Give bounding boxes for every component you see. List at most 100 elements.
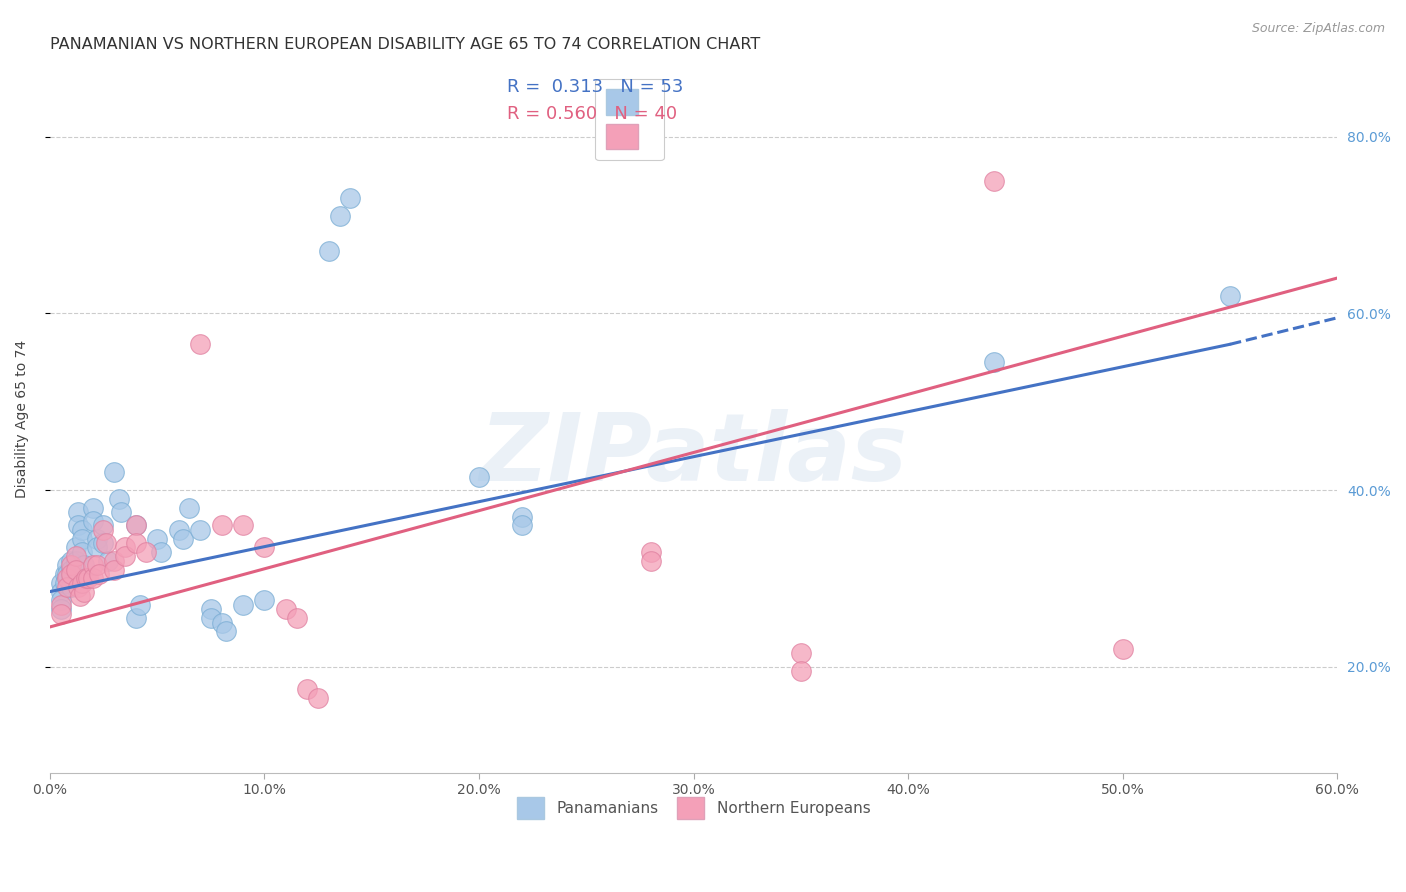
Point: [60, 571, 83, 585]
Point: [510, 518, 533, 533]
Point: [124, 518, 146, 533]
Point: [640, 554, 662, 568]
Point: [640, 545, 662, 559]
Point: [82, 514, 104, 528]
Point: [983, 174, 1005, 188]
Point: [93, 536, 115, 550]
Point: [69, 589, 91, 603]
Point: [70, 545, 93, 559]
Point: [983, 355, 1005, 369]
Point: [179, 500, 201, 515]
Point: [60, 580, 83, 594]
Point: [77, 571, 100, 585]
Point: [56, 558, 79, 573]
Point: [70, 523, 93, 537]
Text: R =  0.313   N = 53: R = 0.313 N = 53: [508, 78, 683, 96]
Point: [49, 607, 72, 621]
Y-axis label: Disability Age 65 to 74: Disability Age 65 to 74: [15, 340, 30, 499]
Text: Source: ZipAtlas.com: Source: ZipAtlas.com: [1251, 22, 1385, 36]
Point: [93, 518, 115, 533]
Point: [211, 518, 233, 533]
Point: [103, 562, 125, 576]
Point: [232, 598, 254, 612]
Point: [297, 681, 319, 696]
Point: [53, 575, 76, 590]
Point: [510, 509, 533, 524]
Point: [135, 545, 157, 559]
Point: [73, 558, 96, 573]
Point: [56, 580, 79, 594]
Point: [65, 562, 87, 576]
Point: [188, 523, 211, 537]
Point: [124, 536, 146, 550]
Point: [114, 541, 136, 555]
Point: [107, 491, 129, 506]
Legend: Panamanians, Northern Europeans: Panamanians, Northern Europeans: [510, 791, 876, 825]
Point: [285, 611, 308, 625]
Point: [150, 545, 173, 559]
Point: [211, 615, 233, 630]
Point: [253, 541, 276, 555]
Point: [307, 690, 329, 705]
Point: [86, 541, 108, 555]
Point: [103, 554, 125, 568]
Text: R = 0.560   N = 40: R = 0.560 N = 40: [508, 105, 678, 123]
Point: [110, 505, 132, 519]
Text: ZIPatlas: ZIPatlas: [479, 409, 908, 500]
Point: [82, 571, 104, 585]
Point: [82, 558, 104, 573]
Point: [97, 554, 120, 568]
Point: [56, 571, 79, 585]
Text: PANAMANIAN VS NORTHERN EUROPEAN DISABILITY AGE 65 TO 74 CORRELATION CHART: PANAMANIAN VS NORTHERN EUROPEAN DISABILI…: [49, 37, 761, 53]
Point: [65, 541, 87, 555]
Point: [49, 593, 72, 607]
Point: [790, 647, 813, 661]
Point: [93, 523, 115, 537]
Point: [49, 584, 72, 599]
Point: [167, 523, 190, 537]
Point: [60, 558, 83, 573]
Point: [49, 602, 72, 616]
Point: [468, 470, 491, 484]
Point: [66, 505, 89, 519]
Point: [215, 624, 238, 639]
Point: [172, 532, 194, 546]
Point: [89, 566, 111, 581]
Point: [200, 611, 222, 625]
Point: [60, 554, 83, 568]
Point: [70, 532, 93, 546]
Point: [318, 244, 340, 259]
Point: [65, 549, 87, 564]
Point: [94, 536, 117, 550]
Point: [60, 562, 83, 576]
Point: [70, 575, 93, 590]
Point: [86, 558, 108, 573]
Point: [1219, 288, 1241, 302]
Point: [49, 598, 72, 612]
Point: [73, 584, 96, 599]
Point: [103, 466, 125, 480]
Point: [56, 566, 79, 581]
Point: [82, 500, 104, 515]
Point: [328, 209, 350, 223]
Point: [114, 549, 136, 564]
Point: [66, 580, 89, 594]
Point: [124, 518, 146, 533]
Point: [65, 554, 87, 568]
Point: [790, 664, 813, 678]
Point: [274, 602, 297, 616]
Point: [86, 532, 108, 546]
Point: [124, 611, 146, 625]
Point: [232, 518, 254, 533]
Point: [1112, 642, 1135, 657]
Point: [200, 602, 222, 616]
Point: [188, 337, 211, 351]
Point: [339, 192, 361, 206]
Point: [66, 518, 89, 533]
Point: [60, 566, 83, 581]
Point: [75, 571, 97, 585]
Point: [129, 598, 152, 612]
Point: [253, 593, 276, 607]
Point: [146, 532, 169, 546]
Point: [49, 575, 72, 590]
